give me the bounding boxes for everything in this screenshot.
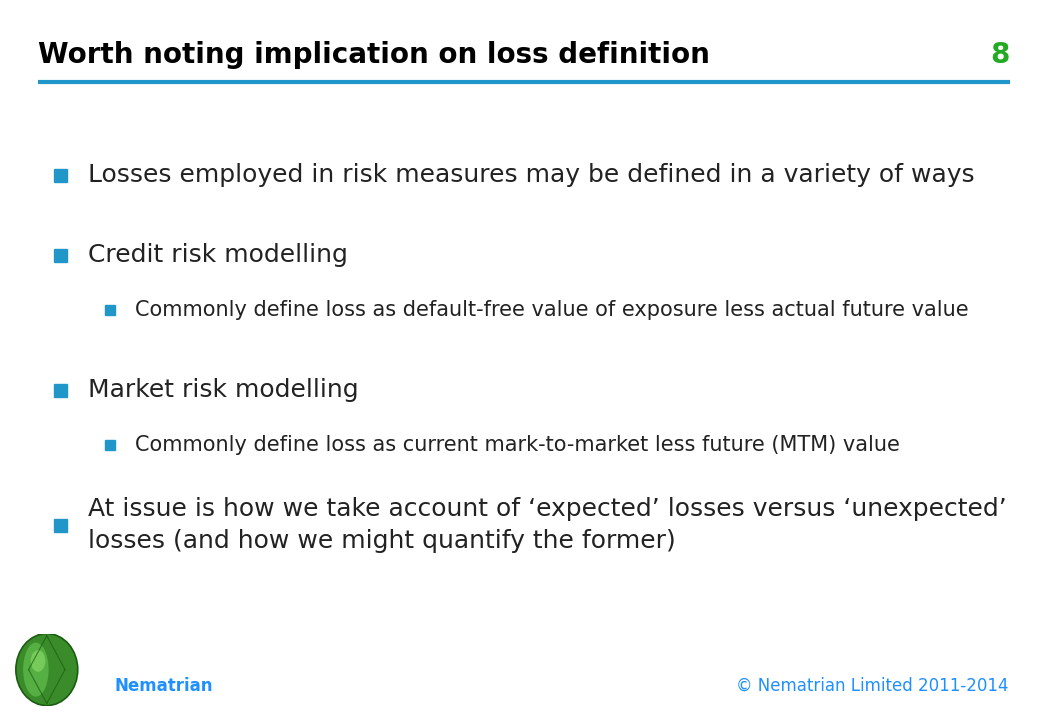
Bar: [105, 440, 115, 450]
Ellipse shape: [31, 650, 46, 672]
Bar: [105, 305, 115, 315]
Text: Commonly define loss as current mark-to-market less future (MTM) value: Commonly define loss as current mark-to-…: [135, 435, 900, 455]
Bar: [53, 384, 67, 397]
Text: Credit risk modelling: Credit risk modelling: [88, 243, 347, 267]
Text: Worth noting implication on loss definition: Worth noting implication on loss definit…: [38, 41, 710, 69]
Text: 8: 8: [991, 41, 1010, 69]
Ellipse shape: [23, 642, 49, 697]
Bar: [53, 248, 67, 261]
Text: © Nematrian Limited 2011-2014: © Nematrian Limited 2011-2014: [735, 677, 1008, 695]
Ellipse shape: [16, 634, 78, 706]
Text: Market risk modelling: Market risk modelling: [88, 378, 359, 402]
Bar: [53, 168, 67, 181]
Text: Nematrian: Nematrian: [115, 677, 213, 695]
Text: Commonly define loss as default-free value of exposure less actual future value: Commonly define loss as default-free val…: [135, 300, 968, 320]
Text: Losses employed in risk measures may be defined in a variety of ways: Losses employed in risk measures may be …: [88, 163, 974, 187]
Bar: [53, 518, 67, 531]
Text: At issue is how we take account of ‘expected’ losses versus ‘unexpected’
losses : At issue is how we take account of ‘expe…: [88, 498, 1007, 553]
